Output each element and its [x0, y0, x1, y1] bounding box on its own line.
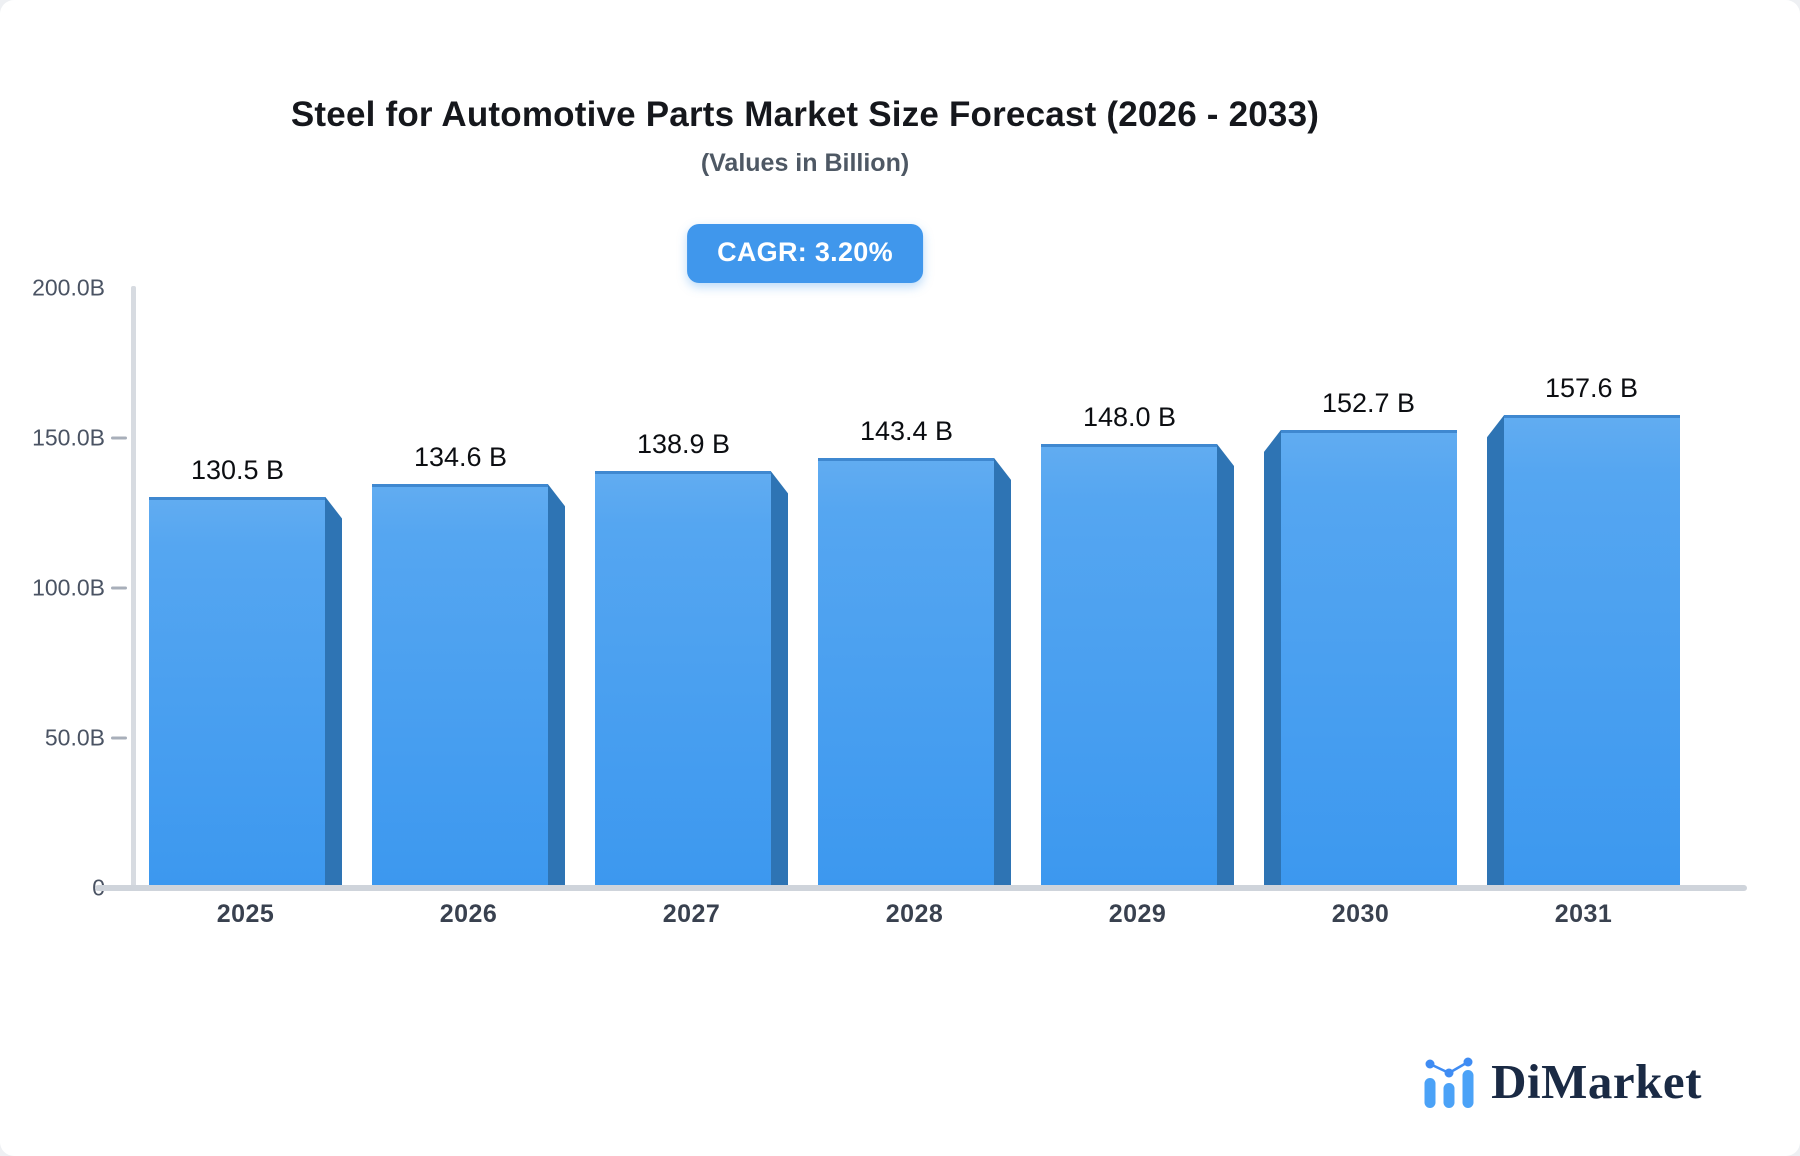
bar-face	[1041, 444, 1217, 888]
bar-side-shadow	[994, 457, 1011, 888]
brand-logo: DiMarket	[1422, 1053, 1702, 1110]
bar-face	[818, 457, 994, 888]
bar-value-label: 134.6 B	[413, 442, 508, 473]
chart-title: Steel for Automotive Parts Market Size F…	[290, 95, 1320, 134]
y-tick-label: 50.0B	[44, 724, 105, 751]
logo-icon	[1424, 1057, 1474, 1108]
bar	[1264, 429, 1457, 888]
bar-face	[372, 484, 548, 888]
bar-side-shadow	[548, 484, 565, 888]
bar-column: 138.9 B 2027	[595, 288, 788, 928]
bar-side-shadow	[1487, 415, 1504, 888]
x-tick-label: 2025	[216, 900, 275, 928]
bar-column: 152.7 B 2030	[1264, 288, 1457, 928]
x-tick-label: 2030	[1331, 900, 1390, 928]
bars-group: 130.5 B 2025 134.6 B 2026 138.9 B 2027 143.4 B…	[149, 288, 1680, 928]
bar	[149, 496, 342, 888]
x-tick-label: 2031	[1554, 900, 1613, 928]
y-tick-label: 150.0B	[32, 424, 105, 451]
bar	[1487, 415, 1680, 888]
bar-value-label: 143.4 B	[859, 415, 954, 446]
bar-column: 134.6 B 2026	[372, 288, 565, 928]
bar-value-label: 152.7 B	[1321, 387, 1416, 418]
bar	[1041, 444, 1234, 888]
bar-side-shadow	[771, 471, 788, 888]
x-tick-label: 2026	[439, 900, 498, 928]
x-tick-label: 2029	[1108, 900, 1167, 928]
bar-face	[149, 496, 325, 888]
bar-column: 157.6 B 2031	[1487, 288, 1680, 928]
bar-face	[595, 471, 771, 888]
bar-column: 143.4 B 2028	[818, 288, 1011, 928]
bar	[372, 484, 565, 888]
bar-column: 130.5 B 2025	[149, 288, 342, 928]
y-tick-mark	[111, 736, 127, 740]
y-tick-label: 200.0B	[32, 274, 105, 301]
y-tick-label: 100.0B	[32, 574, 105, 601]
chart-subtitle: (Values in Billion)	[700, 149, 910, 177]
y-tick-label: 0	[6, 875, 105, 902]
bar-value-label: 157.6 B	[1544, 373, 1639, 404]
y-axis-line	[131, 286, 136, 890]
bar-face	[1504, 415, 1680, 888]
cagr-badge: CAGR: 3.20%	[687, 224, 923, 283]
logo-wordmark: DiMarket	[1491, 1054, 1702, 1109]
bar-value-label: 148.0 B	[1082, 402, 1177, 432]
bar	[595, 471, 788, 888]
bar	[818, 457, 1011, 888]
y-tick-mark	[111, 586, 127, 590]
y-tick-mark	[111, 436, 127, 440]
bar-face	[1281, 429, 1457, 888]
plot-area: 200.0B 150.0B 100.0B 50.0B 0 130.5 B 2025 134.…	[0, 275, 1800, 928]
x-tick-label: 2028	[885, 900, 944, 928]
bar-value-label: 138.9 B	[636, 429, 731, 460]
bar-value-label: 130.5 B	[190, 454, 285, 485]
bar-side-shadow	[1264, 429, 1281, 888]
bar-column: 148.0 B 2029	[1041, 288, 1234, 928]
bar-side-shadow	[325, 496, 342, 888]
x-axis-line	[95, 885, 1747, 891]
bar-side-shadow	[1217, 444, 1234, 888]
x-tick-label: 2027	[662, 900, 721, 928]
